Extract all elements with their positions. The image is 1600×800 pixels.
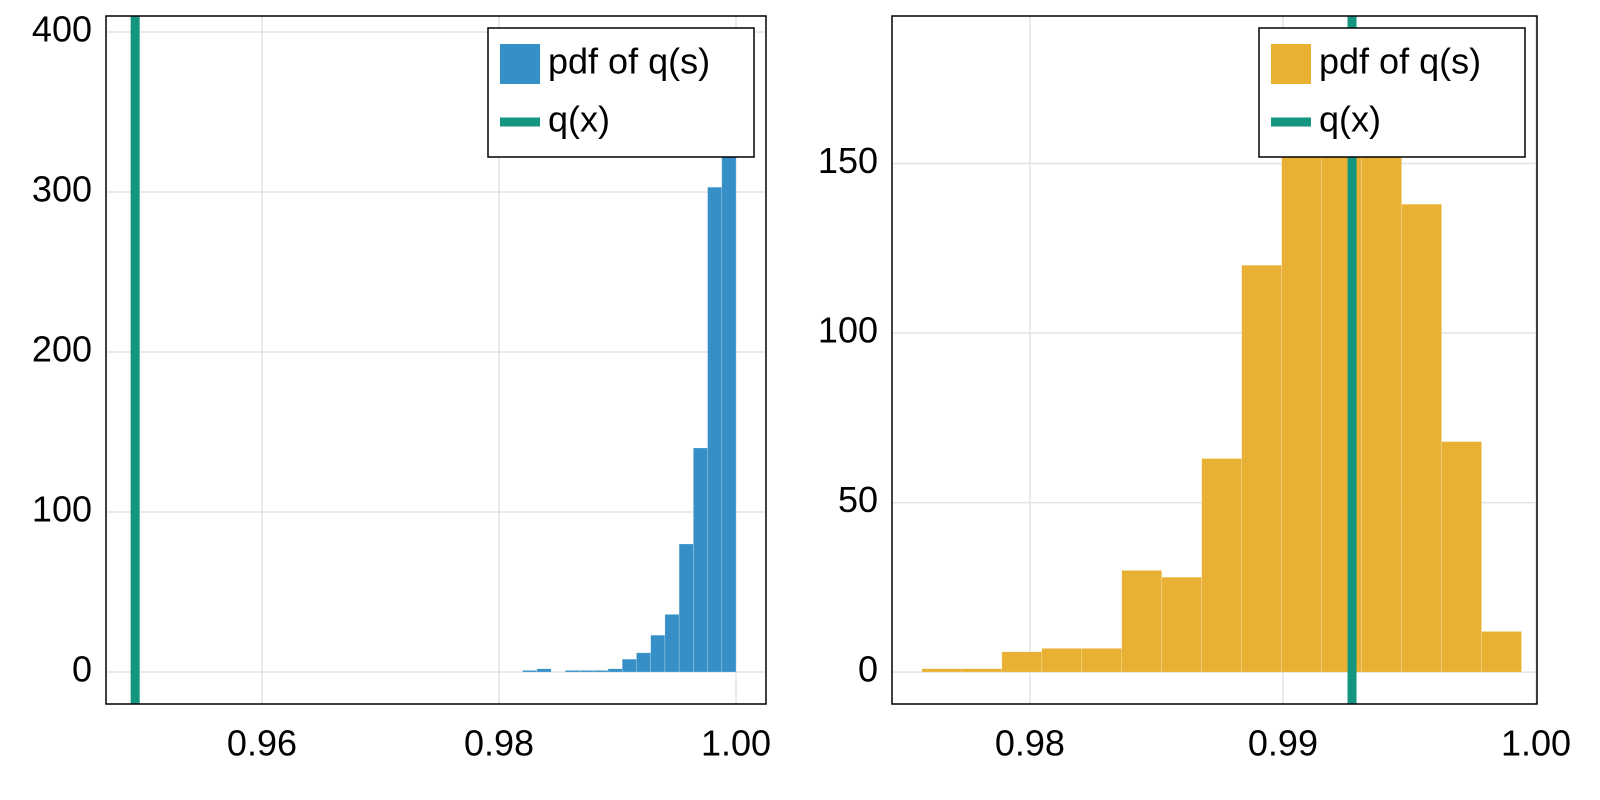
histogram-bar (921, 668, 963, 673)
histogram-bar (1241, 264, 1282, 673)
histogram-bar (678, 543, 694, 673)
legend-swatch (500, 44, 540, 84)
x-tick-label: 0.99 (1248, 723, 1318, 764)
histogram-bar (1041, 648, 1083, 673)
histogram-bar (536, 668, 552, 673)
histogram-bar (621, 658, 637, 673)
histogram-bar (1001, 651, 1043, 673)
histogram-bar (1201, 458, 1243, 673)
plot-frame (891, 15, 1538, 705)
legend-label: pdf of q(s) (1319, 41, 1481, 82)
histogram-bar (664, 614, 680, 673)
y-tick-label: 200 (32, 329, 92, 370)
histogram-bar (565, 670, 580, 673)
y-tick-label: 150 (818, 140, 878, 181)
histogram-bar (1081, 648, 1123, 673)
legend-label: q(x) (1319, 99, 1381, 140)
histogram-bar (650, 634, 666, 673)
y-tick-label: 100 (818, 310, 878, 351)
y-tick-label: 400 (32, 9, 92, 50)
legend-label: pdf of q(s) (548, 41, 710, 82)
histogram-bar (522, 670, 538, 673)
histogram-bar (636, 652, 651, 673)
histogram-bar (961, 668, 1003, 673)
histogram-bar (693, 447, 708, 673)
histogram-bar (1481, 631, 1522, 673)
y-tick-label: 300 (32, 169, 92, 210)
x-tick-label: 1.00 (1501, 723, 1571, 764)
x-tick-label: 0.96 (227, 723, 297, 764)
y-tick-label: 100 (32, 489, 92, 530)
x-tick-label: 0.98 (995, 723, 1065, 764)
histogram-bar (1401, 203, 1442, 673)
histogram-bar (1441, 441, 1482, 673)
histogram-bar (1121, 570, 1163, 673)
histogram-bar (1161, 576, 1203, 673)
y-tick-label: 0 (72, 649, 92, 690)
y-tick-label: 50 (838, 479, 878, 520)
histogram-bar (607, 668, 623, 673)
x-tick-label: 1.00 (701, 723, 771, 764)
legend-label: q(x) (548, 99, 610, 140)
histogram-bar (1281, 68, 1322, 673)
histogram-bar (1361, 112, 1402, 673)
histogram-bar (579, 670, 595, 673)
histogram-bar (593, 670, 609, 673)
y-tick-label: 0 (858, 649, 878, 690)
plot-frame (105, 15, 767, 705)
histogram-bar (707, 186, 723, 673)
legend-swatch (1271, 44, 1311, 84)
x-tick-label: 0.98 (464, 723, 534, 764)
